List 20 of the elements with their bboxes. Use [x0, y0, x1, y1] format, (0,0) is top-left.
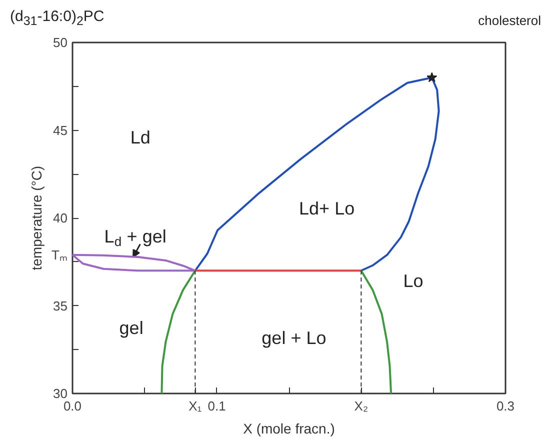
y-tick-label: 45 — [53, 122, 68, 138]
x-tick-label: 0.1 — [208, 398, 226, 414]
y-tick-label: 40 — [53, 210, 68, 226]
x-tick-label: X₁ — [188, 398, 202, 414]
annotation: Ld — [130, 127, 150, 148]
chart-title: (d$_{31}$-16:0)$_{2}$PC — [10, 7, 104, 30]
y-tick-label: 35 — [53, 298, 68, 314]
text: cholesterol — [478, 12, 541, 30]
y-tick-label: 50 — [53, 35, 68, 50]
x-tick-label: X₂ — [354, 398, 368, 414]
x-tick-label: 0.3 — [496, 398, 515, 414]
annotation: gel + Lo — [262, 328, 326, 348]
annotation: gel — [119, 318, 144, 338]
annotation: Lo — [403, 271, 424, 292]
x-tick-label: 0.0 — [63, 398, 82, 414]
annotation: Ld+ Lo — [299, 198, 355, 218]
y-axis-title: temperature (°C) — [28, 166, 45, 270]
y-tick-label: Tₘ — [52, 247, 68, 262]
x-axis-title: X (mole fracn.) — [243, 420, 335, 436]
y-tick-label: 30 — [53, 386, 68, 401]
